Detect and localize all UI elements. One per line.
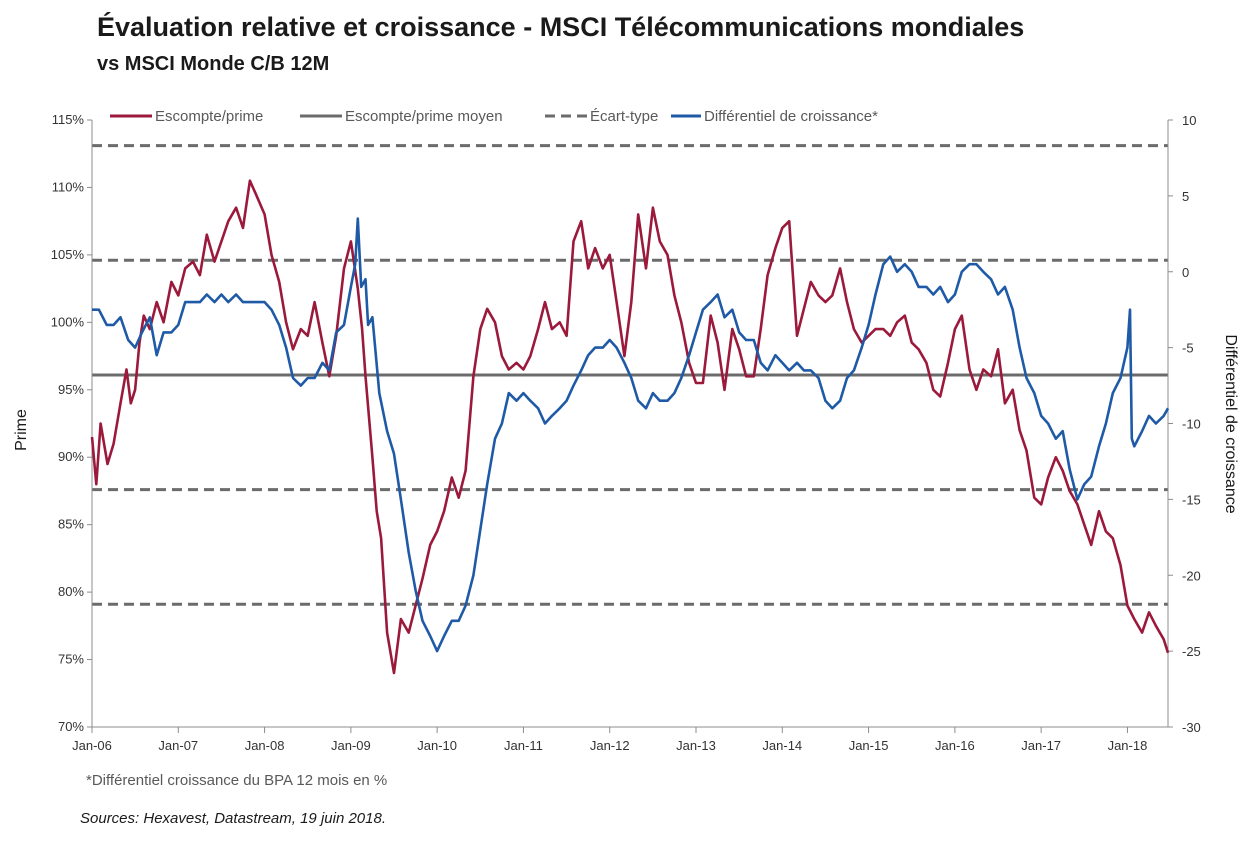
chart-subtitle: vs MSCI Monde C/B 12M <box>97 53 330 75</box>
y-tick-label: 100% <box>51 314 85 329</box>
x-tick-label: Jan-15 <box>849 738 889 753</box>
legend: Escompte/prime Escompte/prime moyen Écart-… <box>110 108 878 125</box>
growth-differential-line <box>92 217 1170 653</box>
premium-line <box>90 179 1170 675</box>
y-tick-label: 115% <box>52 112 85 127</box>
y2-tick-label: -20 <box>1182 568 1201 583</box>
legend-premium-label: Escompte/prime <box>155 108 263 125</box>
y2-tick-label: -10 <box>1182 417 1201 432</box>
y-tick-label: 75% <box>58 652 84 667</box>
x-tick-label: Jan-18 <box>1108 738 1148 753</box>
x-tick-label: Jan-13 <box>676 738 716 753</box>
y-tick-label: 110% <box>52 179 85 194</box>
y2-tick-label: 10 <box>1182 113 1196 128</box>
y2-tick-label: -25 <box>1182 644 1201 659</box>
legend-average-label: Escompte/prime moyen <box>345 108 503 125</box>
y2-tick-label: 5 <box>1182 189 1189 204</box>
legend-growth-label: Différentiel de croissance* <box>704 108 878 125</box>
x-tick-label: Jan-06 <box>72 738 112 753</box>
x-tick-label: Jan-14 <box>762 738 802 753</box>
x-tick-label: Jan-07 <box>158 738 198 753</box>
x-tick-label: Jan-09 <box>331 738 371 753</box>
footnote: *Différentiel croissance du BPA 12 mois … <box>86 772 388 789</box>
x-tick-label: Jan-08 <box>245 738 285 753</box>
y2-tick-label: 0 <box>1182 265 1189 280</box>
y-tick-label: 105% <box>51 247 85 262</box>
y2-tick-label: -5 <box>1182 341 1194 356</box>
x-tick-label: Jan-11 <box>504 738 543 753</box>
y2-tick-label: -15 <box>1182 492 1201 507</box>
axes: 70% 75% 80% 85% 90% 95% 100% 105% 110% 115% -30 -25… <box>51 112 1201 753</box>
x-tick-label: Jan-10 <box>417 738 457 753</box>
legend-stddev-label: Écart-type <box>590 108 658 125</box>
sources-note: Sources: Hexavest, Datastream, 19 juin 2… <box>80 810 386 827</box>
y-tick-label: 90% <box>58 449 84 464</box>
y-tick-label: 85% <box>58 517 84 532</box>
chart-title: Évaluation relative et croissance - MSCI… <box>97 12 1025 42</box>
y-axis-title: Prime <box>13 409 30 451</box>
x-tick-label: Jan-16 <box>935 738 975 753</box>
series-layer <box>90 179 1170 675</box>
y2-tick-label: -30 <box>1182 720 1201 735</box>
x-tick-label: Jan-17 <box>1021 738 1061 753</box>
x-tick-label: Jan-12 <box>590 738 630 753</box>
y-tick-label: 80% <box>58 584 84 599</box>
y-tick-label: 95% <box>58 382 84 397</box>
y2-axis-title: Différentiel de croissance <box>1222 334 1239 513</box>
y-tick-label: 70% <box>58 719 84 734</box>
